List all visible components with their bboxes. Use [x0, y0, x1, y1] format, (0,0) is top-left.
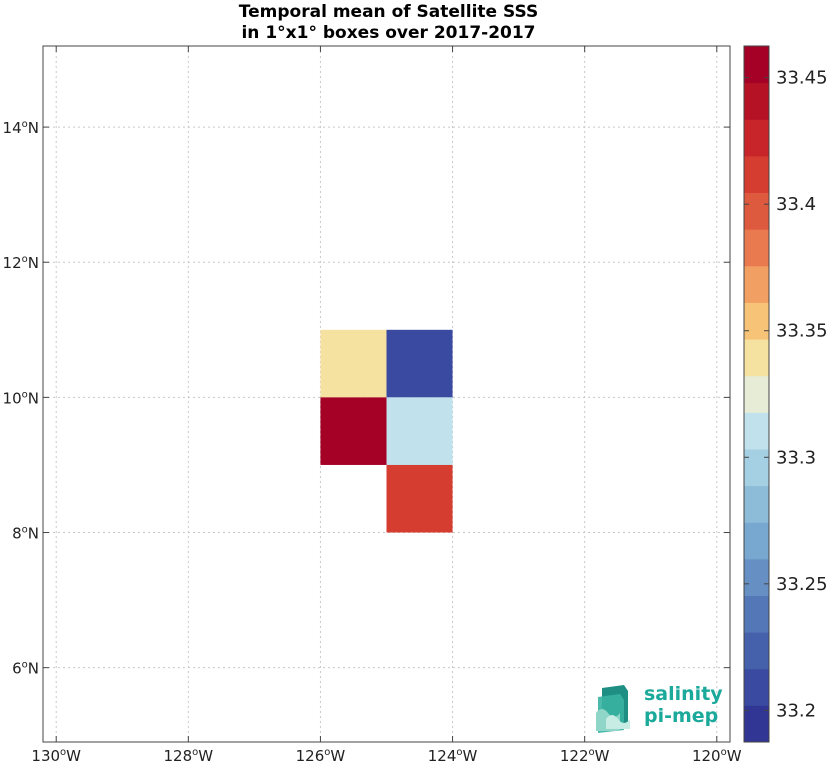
y-tick-label: 14oN — [3, 119, 39, 137]
y-tick-label: 10oN — [3, 389, 39, 407]
colorbar-segment — [744, 339, 769, 377]
colorbar-segment — [744, 522, 769, 560]
colorbar-segment — [744, 412, 769, 450]
salinity-pi-mep-logo: salinity pi-mep — [594, 683, 724, 733]
y-tick-label: 6oN — [12, 660, 39, 678]
colorbar-segment — [744, 302, 769, 340]
colorbar-tick-label: 33.4 — [776, 194, 816, 215]
colorbar-segment — [744, 558, 769, 596]
colorbar-segment — [744, 155, 769, 194]
data-cell — [386, 397, 453, 465]
y-tick-label: 12oN — [3, 254, 39, 272]
colorbar-segment — [744, 46, 769, 84]
logo-text-salinity: salinity — [644, 683, 723, 705]
y-tick-label: 8oN — [12, 525, 39, 543]
colorbar-segment — [744, 632, 769, 670]
x-tick-label: 122oW — [560, 747, 610, 763]
data-cell — [386, 464, 453, 533]
colorbar-segment — [744, 448, 769, 487]
data-cell — [386, 329, 453, 398]
data-cell — [320, 397, 387, 465]
x-tick-label: 126oW — [296, 747, 346, 763]
colorbar: 33.2 33.25 33.3 33.35 33.4 33.45 — [743, 45, 828, 743]
colorbar-segment — [744, 265, 769, 303]
colorbar-tick-label: 33.2 — [776, 700, 816, 721]
plot-frame — [42, 45, 731, 743]
colorbar-segment — [744, 485, 769, 523]
chart-title-line1: Temporal mean of Satellite SSS — [238, 2, 539, 22]
colorbar-segment — [744, 705, 769, 743]
logo-text-pi-mep: pi-mep — [644, 705, 719, 727]
x-tick-label: 130oW — [31, 747, 81, 763]
colorbar-frame — [743, 45, 770, 743]
x-tick-label: 124oW — [428, 747, 478, 763]
colorbar-tick-label: 33.25 — [776, 574, 828, 595]
colorbar-tick-label: 33.45 — [776, 68, 828, 89]
colorbar-segment — [744, 82, 769, 120]
colorbar-segment — [744, 375, 769, 413]
colorbar-tick-label: 33.3 — [776, 447, 816, 468]
grid-lines — [43, 46, 730, 742]
data-cells — [320, 329, 453, 533]
chart-title-line2: in 1°x1° boxes over 2017-2017 — [241, 23, 536, 43]
colorbar-segment — [744, 595, 769, 633]
wave-logo-icon — [596, 685, 630, 733]
colorbar-segment — [744, 229, 769, 267]
x-tick-label: 128oW — [164, 747, 214, 763]
y-axis-ticks: 6oN 8oN 10oN 12oN 14oN — [3, 119, 730, 678]
x-tick-label: 120oW — [692, 747, 742, 763]
colorbar-segment — [744, 119, 769, 157]
data-cell — [320, 329, 387, 398]
colorbar-segment — [744, 192, 769, 230]
colorbar-segment — [744, 668, 769, 706]
colorbar-tick-label: 33.35 — [776, 321, 828, 342]
x-axis-ticks: 130oW 128oW 126oW 124oW 122oW 120oW — [31, 46, 742, 763]
